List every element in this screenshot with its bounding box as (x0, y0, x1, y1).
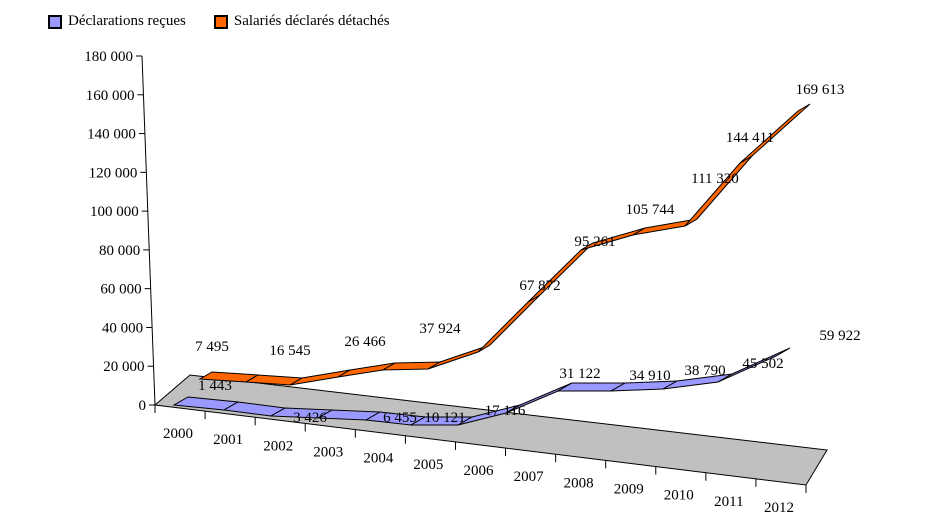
series-salaries-segment (739, 103, 811, 164)
data-label-declarations: 10 121 (424, 410, 465, 426)
data-label-salaries: 169 613 (796, 82, 845, 98)
x-tick-label: 2005 (413, 457, 443, 473)
x-tick-label: 2011 (714, 494, 743, 510)
legend-item-salaries: Salariés déclarés détachés (213, 13, 390, 30)
legend-item-declarations: Déclarations reçues (48, 13, 186, 30)
data-label-declarations: 45 502 (742, 356, 783, 372)
data-label-declarations: 1 443 (198, 378, 232, 394)
series-salaries-segment (632, 218, 698, 236)
x-tick-label: 2007 (514, 469, 545, 485)
series-declarations-segment (717, 347, 791, 383)
data-label-salaries: 37 924 (419, 321, 461, 337)
x-tick-label: 2006 (464, 463, 495, 479)
y-tick-label: 140 000 (87, 127, 136, 143)
data-label-salaries: 16 545 (269, 343, 310, 359)
y-tick-label: 180 000 (84, 49, 133, 65)
data-label-declarations: 38 790 (684, 363, 725, 379)
y-tick-label: 80 000 (99, 243, 140, 259)
data-label-declarations: 3 426 (293, 410, 327, 426)
x-tick-label: 2004 (363, 451, 394, 467)
y-tick-label: 100 000 (90, 204, 139, 220)
legend-label-salaries: Salariés déclarés détachés (233, 13, 390, 29)
x-tick-label: 2012 (764, 500, 794, 516)
data-label-declarations: 59 922 (819, 328, 860, 344)
y-tick-label: 20 000 (103, 359, 144, 375)
data-label-declarations: 34 910 (629, 368, 670, 384)
x-tick-label: 2001 (213, 432, 243, 448)
data-label-salaries: 26 466 (344, 334, 386, 350)
y-tick-label: 0 (139, 398, 147, 414)
y-tick-label: 120 000 (89, 165, 138, 181)
data-label-salaries: 67 872 (519, 278, 560, 294)
legend-label-declarations: Déclarations reçues (68, 13, 186, 29)
x-tick-label: 2000 (163, 426, 193, 442)
data-label-salaries: 144 411 (726, 130, 774, 146)
legend-swatch-declarations (48, 14, 62, 29)
x-tick-label: 2003 (313, 445, 343, 461)
data-label-salaries: 111 320 (691, 171, 739, 187)
data-label-declarations: 6 455 (383, 410, 417, 426)
x-tick-label: 2009 (614, 481, 644, 497)
x-tick-label: 2002 (263, 438, 293, 454)
chart-legend: Déclarations reçues Salariés déclarés dé… (48, 13, 390, 30)
x-tick-label: 2008 (564, 475, 594, 491)
data-label-salaries: 95 261 (574, 234, 615, 250)
y-axis-line (141, 55, 156, 406)
legend-swatch-salaries (213, 14, 228, 29)
y-tick-label: 160 000 (86, 88, 135, 104)
data-label-declarations: 31 122 (559, 366, 600, 382)
series-salaries-segment (684, 155, 753, 227)
data-label-declarations: 17 116 (485, 403, 526, 419)
series-salaries-segment (477, 294, 541, 353)
chart-floor (153, 374, 828, 486)
x-tick-label: 2010 (664, 488, 694, 504)
data-label-salaries: 105 744 (626, 202, 675, 218)
y-tick-label: 40 000 (102, 320, 143, 336)
data-label-salaries: 7 495 (195, 339, 229, 355)
y-tick-label: 60 000 (100, 282, 141, 298)
